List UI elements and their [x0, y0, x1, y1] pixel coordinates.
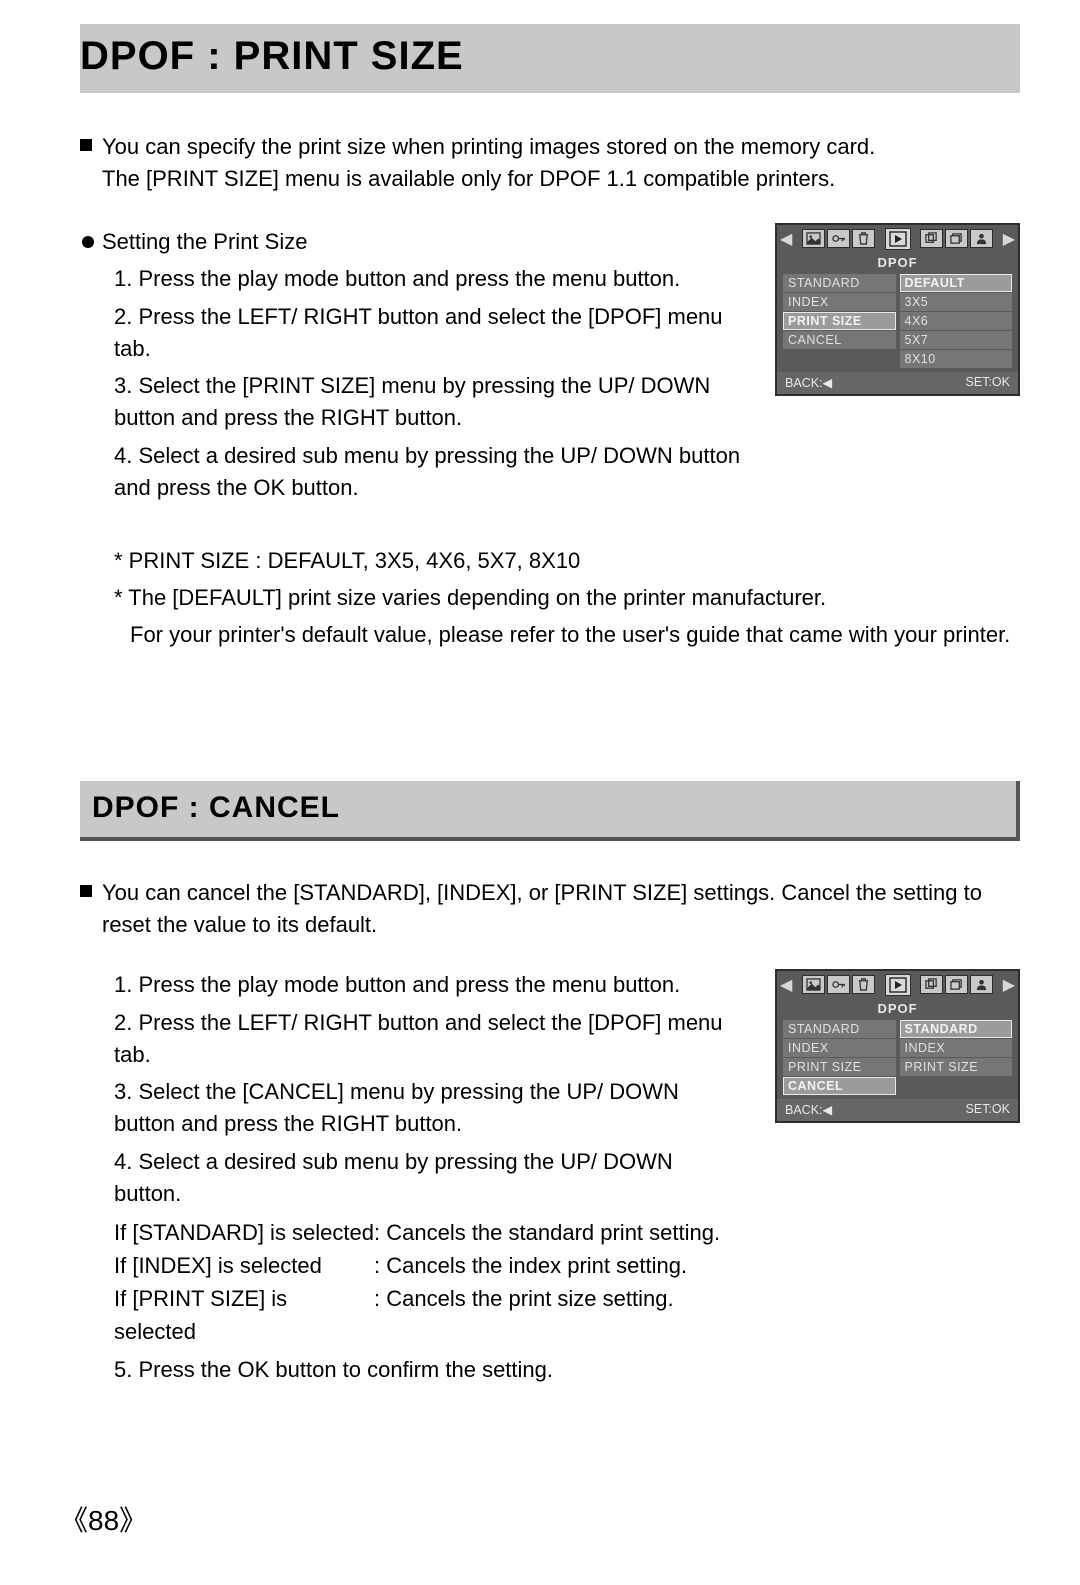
section1-title-bar: DPOF : PRINT SIZE: [80, 24, 1020, 93]
square-bullet-icon: [80, 885, 92, 897]
lcd-menu-empty: [783, 350, 896, 368]
lcd2-header: DPOF: [777, 999, 1018, 1020]
note-line: For your printer's default value, please…: [130, 618, 1020, 651]
lcd-menu-item: STANDARD: [900, 1020, 1013, 1038]
sub-table-row: If [INDEX] is selected: Cancels the inde…: [114, 1249, 1020, 1282]
step-item: 5. Press the OK button to confirm the se…: [114, 1354, 1020, 1386]
section1-intro: You can specify the print size when prin…: [80, 131, 1020, 195]
lcd-menu-item: STANDARD: [783, 274, 896, 292]
sub-table-row: If [STANDARD] is selected: Cancels the s…: [114, 1216, 1020, 1249]
lcd1-header: DPOF: [777, 253, 1018, 274]
sub-table-result: : Cancels the index print setting.: [374, 1249, 687, 1282]
lcd-menu-item: CANCEL: [783, 331, 896, 349]
lcd1-back: BACK:◀: [785, 375, 832, 390]
chevron-left-icon: ◀: [779, 229, 793, 249]
lcd-menu-item: INDEX: [900, 1039, 1013, 1057]
lcd1-set: SET:OK: [966, 375, 1010, 390]
lcd-menu-item: 5X7: [900, 331, 1013, 349]
note-line: * PRINT SIZE : DEFAULT, 3X5, 4X6, 5X7, 8…: [114, 544, 1020, 577]
step-item: 1. Press the play mode button and press …: [114, 969, 745, 1001]
section1-heading-text: Setting the Print Size: [102, 229, 307, 255]
trash-icon: [852, 229, 875, 248]
play-icon: [885, 228, 911, 250]
sub-table-result: : Cancels the print size setting.: [374, 1282, 674, 1348]
slide-icon: [920, 229, 943, 248]
section2-title-bar: DPOF : CANCEL: [80, 781, 1020, 841]
picture-icon: [802, 975, 825, 994]
step-item: 4. Select a desired sub menu by pressing…: [114, 1146, 745, 1210]
person-icon: [970, 975, 993, 994]
section2-sub-table: If [STANDARD] is selected: Cancels the s…: [114, 1216, 1020, 1348]
lcd-menu-item: INDEX: [783, 293, 896, 311]
lcd-menu-item: PRINT SIZE: [783, 312, 896, 330]
step-item: 1. Press the play mode button and press …: [114, 263, 745, 295]
step-item: 2. Press the LEFT/ RIGHT button and sele…: [114, 1007, 745, 1071]
section2-steps: 1. Press the play mode button and press …: [114, 969, 745, 1210]
picture-icon: [802, 229, 825, 248]
lcd-menu-item: INDEX: [783, 1039, 896, 1057]
person-icon: [970, 229, 993, 248]
section1-notes: * PRINT SIZE : DEFAULT, 3X5, 4X6, 5X7, 8…: [114, 544, 1020, 651]
sub-table-row: If [PRINT SIZE] is selected: Cancels the…: [114, 1282, 1020, 1348]
lcd-menu-item: STANDARD: [783, 1020, 896, 1038]
slide-icon: [920, 975, 943, 994]
chevron-left-icon: ◀: [779, 975, 793, 995]
chevron-right-icon: ▶: [1002, 975, 1016, 995]
copy-icon: [945, 975, 968, 994]
key-icon: [827, 975, 850, 994]
step-item: 4. Select a desired sub menu by pressing…: [114, 440, 745, 504]
lcd-menu-item: DEFAULT: [900, 274, 1013, 292]
dot-bullet-icon: [82, 236, 94, 248]
lcd2-back: BACK:◀: [785, 1102, 832, 1117]
lcd-screenshot-2: ◀ ▶ DPOF STANDARDINDE: [775, 969, 1020, 1123]
lcd-menu-item: PRINT SIZE: [900, 1058, 1013, 1076]
copy-icon: [945, 229, 968, 248]
lcd-menu-item: 3X5: [900, 293, 1013, 311]
lcd-menu-item: CANCEL: [783, 1077, 896, 1095]
lcd-menu-item: PRINT SIZE: [783, 1058, 896, 1076]
step-item: 2. Press the LEFT/ RIGHT button and sele…: [114, 301, 745, 365]
lcd-menu-item: 4X6: [900, 312, 1013, 330]
play-icon: [885, 974, 911, 996]
note-line: * The [DEFAULT] print size varies depend…: [114, 581, 1020, 614]
lcd-menu-item: 8X10: [900, 350, 1013, 368]
lcd-screenshot-1: ◀ ▶ DPOF STANDARDINDEXPRINT SIZECANCEL D…: [775, 223, 1020, 396]
step-item: 3. Select the [PRINT SIZE] menu by press…: [114, 370, 745, 434]
section2-title: DPOF : CANCEL: [92, 791, 1004, 825]
section1-intro-text: You can specify the print size when prin…: [102, 131, 875, 195]
section2-intro: You can cancel the [STANDARD], [INDEX], …: [80, 877, 1020, 941]
chevron-right-icon: ▶: [1002, 229, 1016, 249]
step-item: 3. Select the [CANCEL] menu by pressing …: [114, 1076, 745, 1140]
section2-intro-text: You can cancel the [STANDARD], [INDEX], …: [102, 877, 1020, 941]
square-bullet-icon: [80, 139, 92, 151]
section1-title: DPOF : PRINT SIZE: [80, 34, 1020, 79]
trash-icon: [852, 975, 875, 994]
sub-table-condition: If [INDEX] is selected: [114, 1249, 374, 1282]
page-number: 《88》: [60, 1499, 147, 1539]
lcd2-set: SET:OK: [966, 1102, 1010, 1117]
section1-heading: Setting the Print Size: [80, 229, 745, 255]
sub-table-condition: If [PRINT SIZE] is selected: [114, 1282, 374, 1348]
section1-steps: 1. Press the play mode button and press …: [114, 263, 745, 504]
key-icon: [827, 229, 850, 248]
sub-table-condition: If [STANDARD] is selected: [114, 1216, 374, 1249]
sub-table-result: : Cancels the standard print setting.: [374, 1216, 720, 1249]
lcd-menu-empty: [900, 1077, 1013, 1095]
